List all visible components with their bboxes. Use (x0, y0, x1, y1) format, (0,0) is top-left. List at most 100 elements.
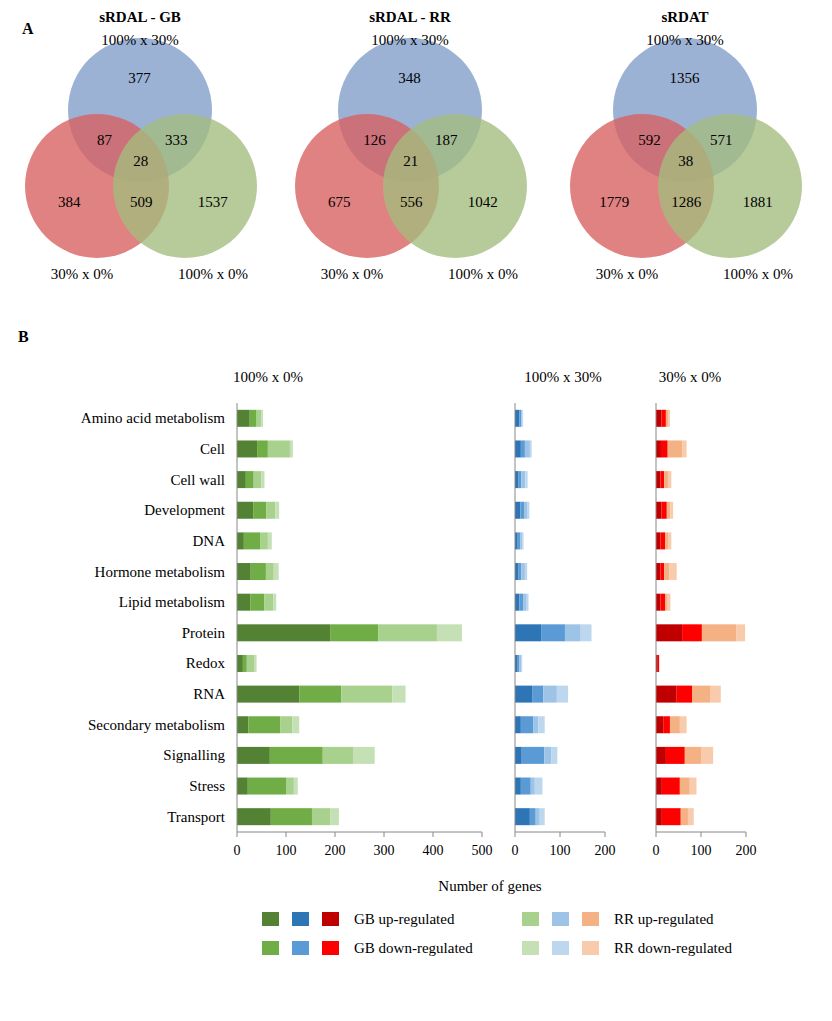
bar-segment (688, 808, 694, 825)
bar-segment (658, 655, 659, 672)
bar-segment (522, 747, 545, 764)
bar-segment (515, 624, 541, 641)
bar-segment (681, 808, 688, 825)
bar-segment (378, 624, 437, 641)
bar-segment (557, 686, 568, 703)
x-tick-label: 0 (653, 843, 660, 858)
bar-segment (250, 410, 257, 427)
legend-swatch (322, 941, 339, 955)
bar-segment (668, 440, 683, 457)
x-tick-label: 0 (234, 843, 241, 858)
bar-segment (515, 778, 521, 795)
bar-segment (515, 594, 520, 611)
bar-segment (520, 532, 522, 549)
bar-chart: 100% x 30%0100200 (512, 369, 616, 858)
bar-segment (656, 440, 661, 457)
panel-label: B (18, 328, 29, 345)
x-label: Number of genes (438, 878, 541, 894)
bar-chart: 100% x 0%Amino acid metabolismCellCell w… (81, 369, 493, 858)
set-label: 30% x 0% (321, 266, 384, 282)
bar-segment (290, 440, 293, 457)
bar-segment (667, 502, 671, 519)
region-count: 21 (403, 153, 418, 169)
venn-circle (113, 114, 257, 258)
bar-segment (701, 747, 713, 764)
region-count: 1537 (198, 194, 229, 210)
legend-swatch (522, 941, 539, 955)
bar-segment (515, 716, 521, 733)
bar-segment (656, 808, 662, 825)
bar-segment (521, 440, 525, 457)
bar-segment (248, 716, 280, 733)
bar-segment (544, 747, 551, 764)
bar-segment (247, 655, 255, 672)
bar-segment (518, 532, 521, 549)
legend-swatch (262, 941, 279, 955)
bar-segment (530, 440, 532, 457)
bar-segment (515, 563, 519, 580)
bar-segment (520, 594, 524, 611)
category-label: Secondary metabolism (88, 717, 225, 733)
region-count: 1356 (670, 70, 701, 86)
x-tick-label: 100 (276, 843, 297, 858)
bar-segment (515, 471, 519, 488)
legend-label: GB down-regulated (354, 940, 473, 956)
bars (237, 410, 462, 825)
x-tick (746, 832, 747, 837)
chart-title: 30% x 0% (659, 369, 722, 385)
bar-segment (521, 471, 525, 488)
bar-segment (243, 655, 247, 672)
bar-segment (669, 410, 670, 427)
category-label: Protein (182, 625, 226, 641)
bar-segment (520, 410, 522, 427)
region-count: 384 (58, 194, 81, 210)
bar-segment (683, 440, 687, 457)
bar-segment (518, 655, 520, 672)
x-axis (237, 832, 482, 833)
set-label: 100% x 30% (101, 32, 179, 48)
bar-segment (670, 563, 677, 580)
bar-segment (251, 563, 266, 580)
bar-segment (257, 440, 268, 457)
bars (515, 410, 592, 825)
bar-segment (292, 716, 299, 733)
bar-segment (527, 594, 529, 611)
set-label: 100% x 0% (723, 266, 793, 282)
bar-segment (515, 808, 530, 825)
bar-segment (656, 747, 666, 764)
bar-segment (341, 686, 392, 703)
bar-segment (664, 563, 669, 580)
x-tick (701, 832, 702, 837)
bar-segment (515, 686, 532, 703)
region-count: 377 (128, 70, 151, 86)
bar-chart: 30% x 0%0100200 (653, 369, 757, 858)
bar-segment (661, 563, 665, 580)
bar-segment (656, 686, 677, 703)
legend-swatch (292, 912, 309, 926)
bar-segment (280, 716, 292, 733)
bar-segment (702, 624, 736, 641)
legend-swatch (582, 912, 599, 926)
bar-segment (665, 532, 669, 549)
bar-segment (521, 778, 531, 795)
bar-segment (392, 686, 405, 703)
bar-segment (330, 808, 339, 825)
category-label: Hormone metabolism (95, 564, 226, 580)
bar-segment (244, 532, 260, 549)
legend-swatch (552, 912, 569, 926)
x-tick (286, 832, 287, 837)
x-tick-label: 200 (595, 843, 616, 858)
bar-segment (237, 808, 271, 825)
bar-segment (656, 563, 661, 580)
bar-segment (237, 624, 330, 641)
bar-segment (538, 716, 544, 733)
bar-segment (271, 808, 312, 825)
region-count: 1881 (743, 194, 773, 210)
set-label: 30% x 0% (51, 266, 114, 282)
chart-title: 100% x 30% (524, 369, 602, 385)
figure: ABsRDAL - GB100% x 30%30% x 0%100% x 0%3… (0, 0, 832, 1021)
bar-segment (662, 808, 681, 825)
bar-segment (661, 410, 666, 427)
region-count: 1286 (671, 194, 702, 210)
bar-segment (246, 471, 254, 488)
